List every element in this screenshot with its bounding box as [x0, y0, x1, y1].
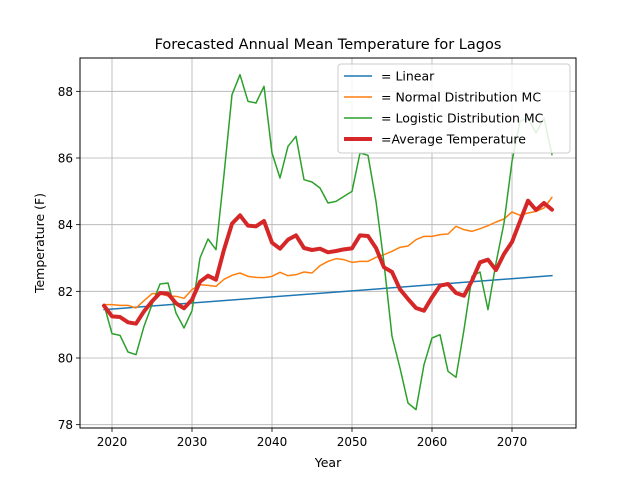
series-line-average-temperature	[102, 198, 554, 326]
axis-ticks: 2020 2030 2040 2050 2060 2070 78 80 82 84 86 88	[58, 85, 528, 449]
x-tick-label: 2030	[177, 435, 208, 449]
x-tick-label: 2050	[337, 435, 368, 449]
x-tick-label: 2020	[97, 435, 128, 449]
series-lines	[102, 73, 554, 411]
series-line-normal-mc	[103, 196, 553, 309]
legend-label-normal-mc: = Normal Distribution MC	[381, 90, 541, 105]
x-tick-label: 2060	[417, 435, 448, 449]
y-tick-label: 82	[58, 285, 73, 299]
y-tick-label: 84	[58, 218, 73, 232]
y-tick-label: 86	[58, 152, 73, 166]
legend-box	[337, 63, 571, 154]
y-tick-label: 88	[58, 85, 73, 99]
y-tick-label: 80	[58, 352, 73, 366]
x-tick-label: 2070	[497, 435, 528, 449]
x-tick-label: 2040	[257, 435, 288, 449]
legend-label-linear: = Linear	[381, 69, 435, 84]
legend: = Linear = Normal Distribution MC = Logist…	[337, 63, 571, 154]
y-axis-label: Temperature (F)	[32, 193, 47, 294]
legend-label-logistic-mc: = Logistic Distribution MC	[381, 111, 544, 126]
chart-title: Forecasted Annual Mean Temperature for L…	[155, 37, 502, 53]
legend-label-average-temperature: =Average Temperature	[381, 132, 526, 147]
y-tick-label: 78	[58, 418, 73, 432]
x-axis-label: Year	[314, 455, 342, 470]
plot-frame	[79, 57, 577, 429]
